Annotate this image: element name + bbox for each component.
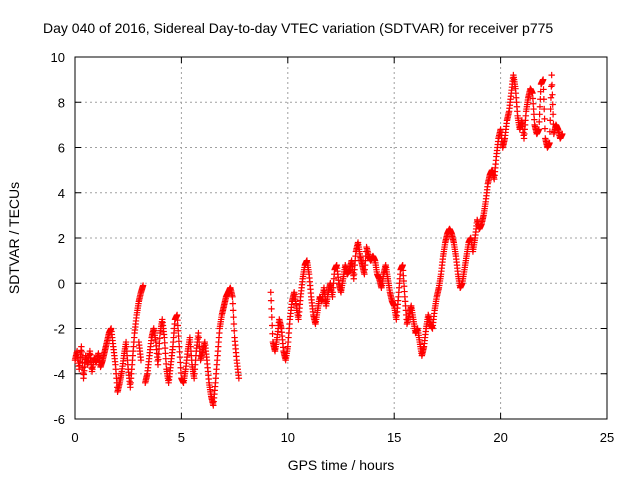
data-point-fill bbox=[541, 115, 548, 123]
data-point-fill bbox=[547, 117, 554, 124]
y-axis-label: SDTVAR / TECUs bbox=[6, 182, 22, 294]
data-point-fill bbox=[541, 125, 549, 132]
y-tick-label: -2 bbox=[53, 322, 65, 337]
y-tick-label: -4 bbox=[53, 367, 65, 382]
data-point-fill bbox=[540, 96, 548, 103]
data-point-fill bbox=[269, 330, 276, 337]
chart-title: Day 040 of 2016, Sidereal Day-to-day VTE… bbox=[43, 20, 553, 36]
x-tick-label: 25 bbox=[600, 430, 614, 445]
data-point-fill bbox=[267, 297, 275, 304]
axis-ticks: 0 5 10 15 20 25 -6 -4 -2 0 2 4 6 8 10 bbox=[51, 50, 615, 445]
y-tick-label: -6 bbox=[53, 412, 65, 427]
data-point-fill bbox=[548, 81, 556, 89]
data-point bbox=[267, 289, 274, 296]
x-axis-label: GPS time / hours bbox=[288, 457, 395, 473]
data-point bbox=[546, 139, 553, 147]
x-tick-label: 0 bbox=[71, 430, 78, 445]
data-point-fill bbox=[540, 86, 547, 93]
data-point-fill bbox=[536, 103, 544, 110]
data-point bbox=[229, 293, 236, 301]
data-point-fill bbox=[229, 307, 237, 314]
data-point bbox=[539, 76, 547, 83]
y-tick-label: 2 bbox=[58, 231, 65, 246]
data-point-fill bbox=[548, 83, 555, 90]
data-point-fill bbox=[231, 327, 238, 334]
data-point bbox=[235, 375, 243, 382]
data-point bbox=[137, 356, 145, 364]
data-point-fill bbox=[536, 111, 543, 118]
data-point-fill bbox=[549, 91, 556, 98]
data-point bbox=[535, 126, 543, 133]
y-tick-label: 6 bbox=[58, 141, 65, 156]
x-tick-label: 10 bbox=[281, 430, 295, 445]
data-point-fill bbox=[547, 94, 555, 101]
data-point-fill bbox=[268, 305, 275, 313]
data-markers bbox=[71, 71, 566, 409]
x-tick-label: 20 bbox=[493, 430, 507, 445]
data-point bbox=[548, 71, 555, 79]
y-tick-label: 4 bbox=[58, 186, 65, 201]
y-tick-label: 8 bbox=[58, 95, 65, 110]
data-point-fill bbox=[230, 313, 237, 321]
y-tick-label: 10 bbox=[51, 50, 65, 65]
x-tick-label: 15 bbox=[387, 430, 401, 445]
data-point bbox=[559, 130, 566, 138]
data-point-fill bbox=[547, 105, 554, 113]
data-point-fill bbox=[546, 128, 554, 135]
data-point-fill bbox=[536, 118, 543, 126]
data-point-fill bbox=[541, 105, 548, 113]
data-point-fill bbox=[268, 313, 276, 321]
data-point-fill bbox=[549, 101, 556, 108]
data-point bbox=[139, 282, 147, 289]
data-point-fill bbox=[229, 300, 237, 307]
data-point-fill bbox=[268, 322, 276, 329]
x-tick-label: 5 bbox=[178, 430, 185, 445]
y-tick-label: 0 bbox=[58, 276, 65, 291]
data-point-fill bbox=[230, 320, 238, 328]
data-point-fill bbox=[549, 111, 557, 118]
